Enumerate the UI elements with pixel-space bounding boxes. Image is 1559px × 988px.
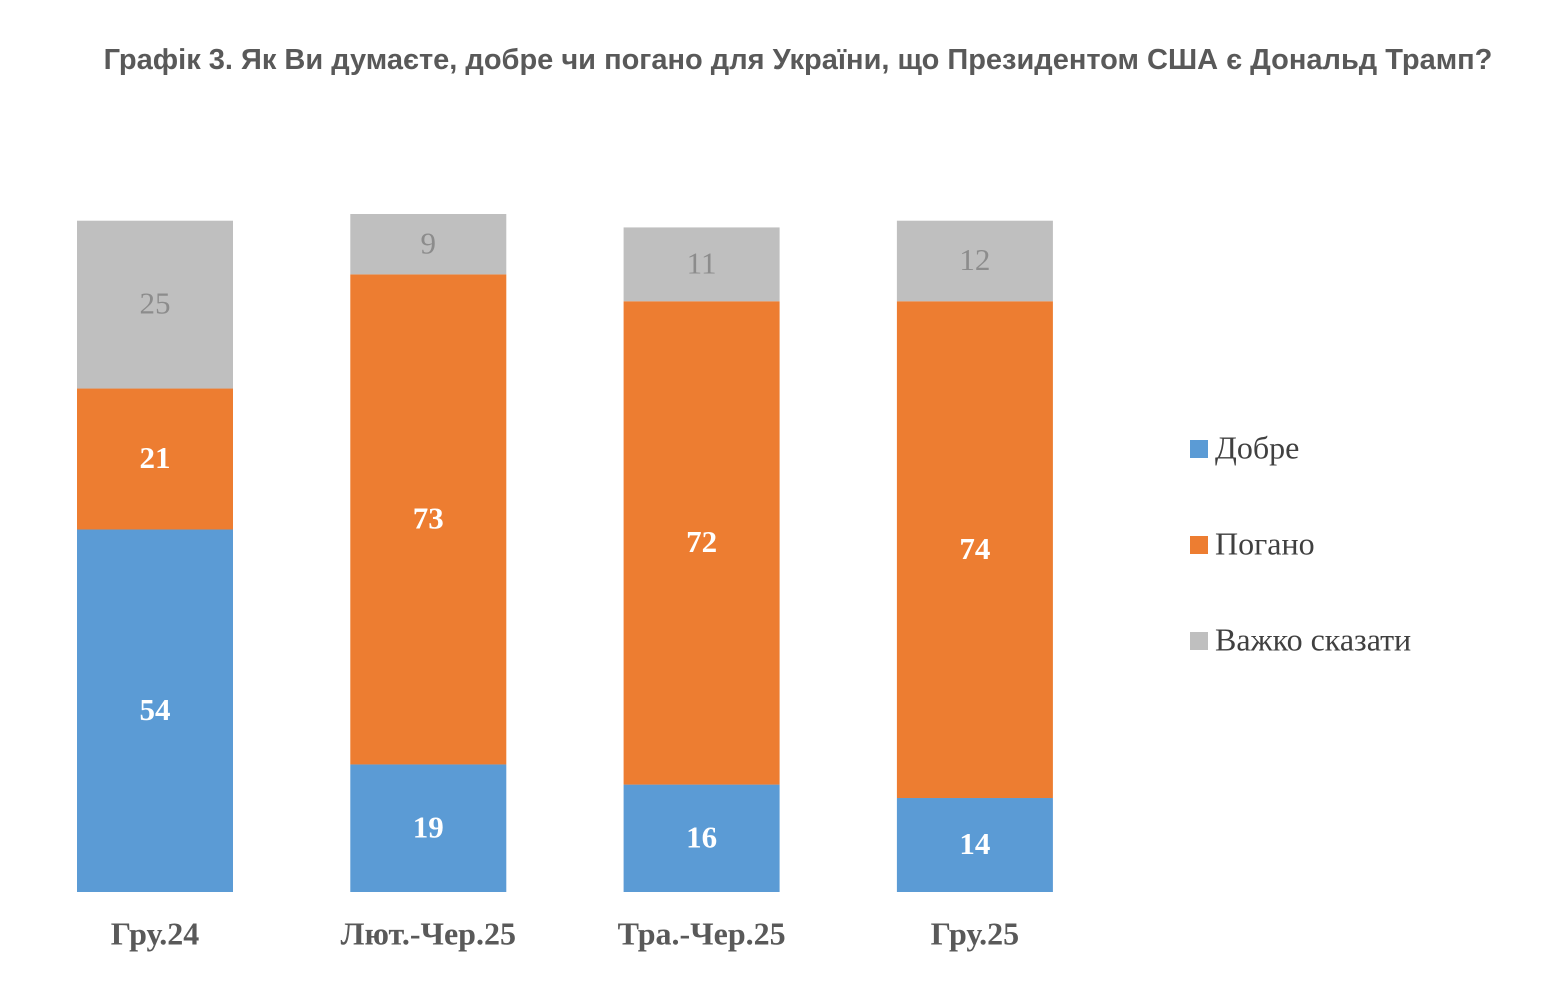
value-label: 72	[686, 524, 717, 559]
legend-label: Важко сказати	[1215, 621, 1411, 657]
value-label: 14	[959, 826, 990, 861]
bar-segment	[623, 784, 780, 892]
bar-segment	[77, 220, 233, 389]
value-label: 11	[687, 245, 717, 280]
chart-title: Графік 3. Як Ви думаєте, добре чи погано…	[103, 44, 1493, 76]
value-label: 19	[413, 809, 444, 844]
legend-label: Добре	[1215, 429, 1299, 465]
legend-swatch	[1190, 440, 1208, 458]
value-label: 54	[140, 692, 171, 727]
bar-segment	[623, 301, 780, 785]
value-label: 73	[413, 501, 444, 536]
legend-label: Погано	[1215, 525, 1315, 561]
bar-segment	[350, 764, 507, 892]
bar-segment	[623, 227, 780, 302]
bar-segment	[896, 301, 1053, 799]
bar-segment	[77, 388, 233, 530]
value-label: 25	[140, 286, 171, 321]
bar-segment	[896, 798, 1053, 892]
legend-swatch	[1190, 632, 1208, 650]
x-tick-label: Лют.-Чер.25	[341, 915, 516, 951]
x-tick-label: Гру.24	[111, 915, 200, 951]
bar-segment	[77, 529, 233, 892]
bar-segment	[896, 220, 1053, 302]
value-label: 16	[686, 819, 717, 854]
value-label: 74	[959, 531, 990, 566]
x-tick-label: Гру.25	[931, 915, 1020, 951]
value-label: 12	[959, 242, 990, 277]
x-tick-label: Тра.-Чер.25	[618, 915, 786, 951]
value-label: 21	[140, 440, 171, 475]
legend-swatch	[1190, 536, 1208, 554]
value-label: 9	[421, 225, 437, 260]
bar-segment	[350, 214, 507, 275]
bar-segment	[350, 274, 507, 765]
